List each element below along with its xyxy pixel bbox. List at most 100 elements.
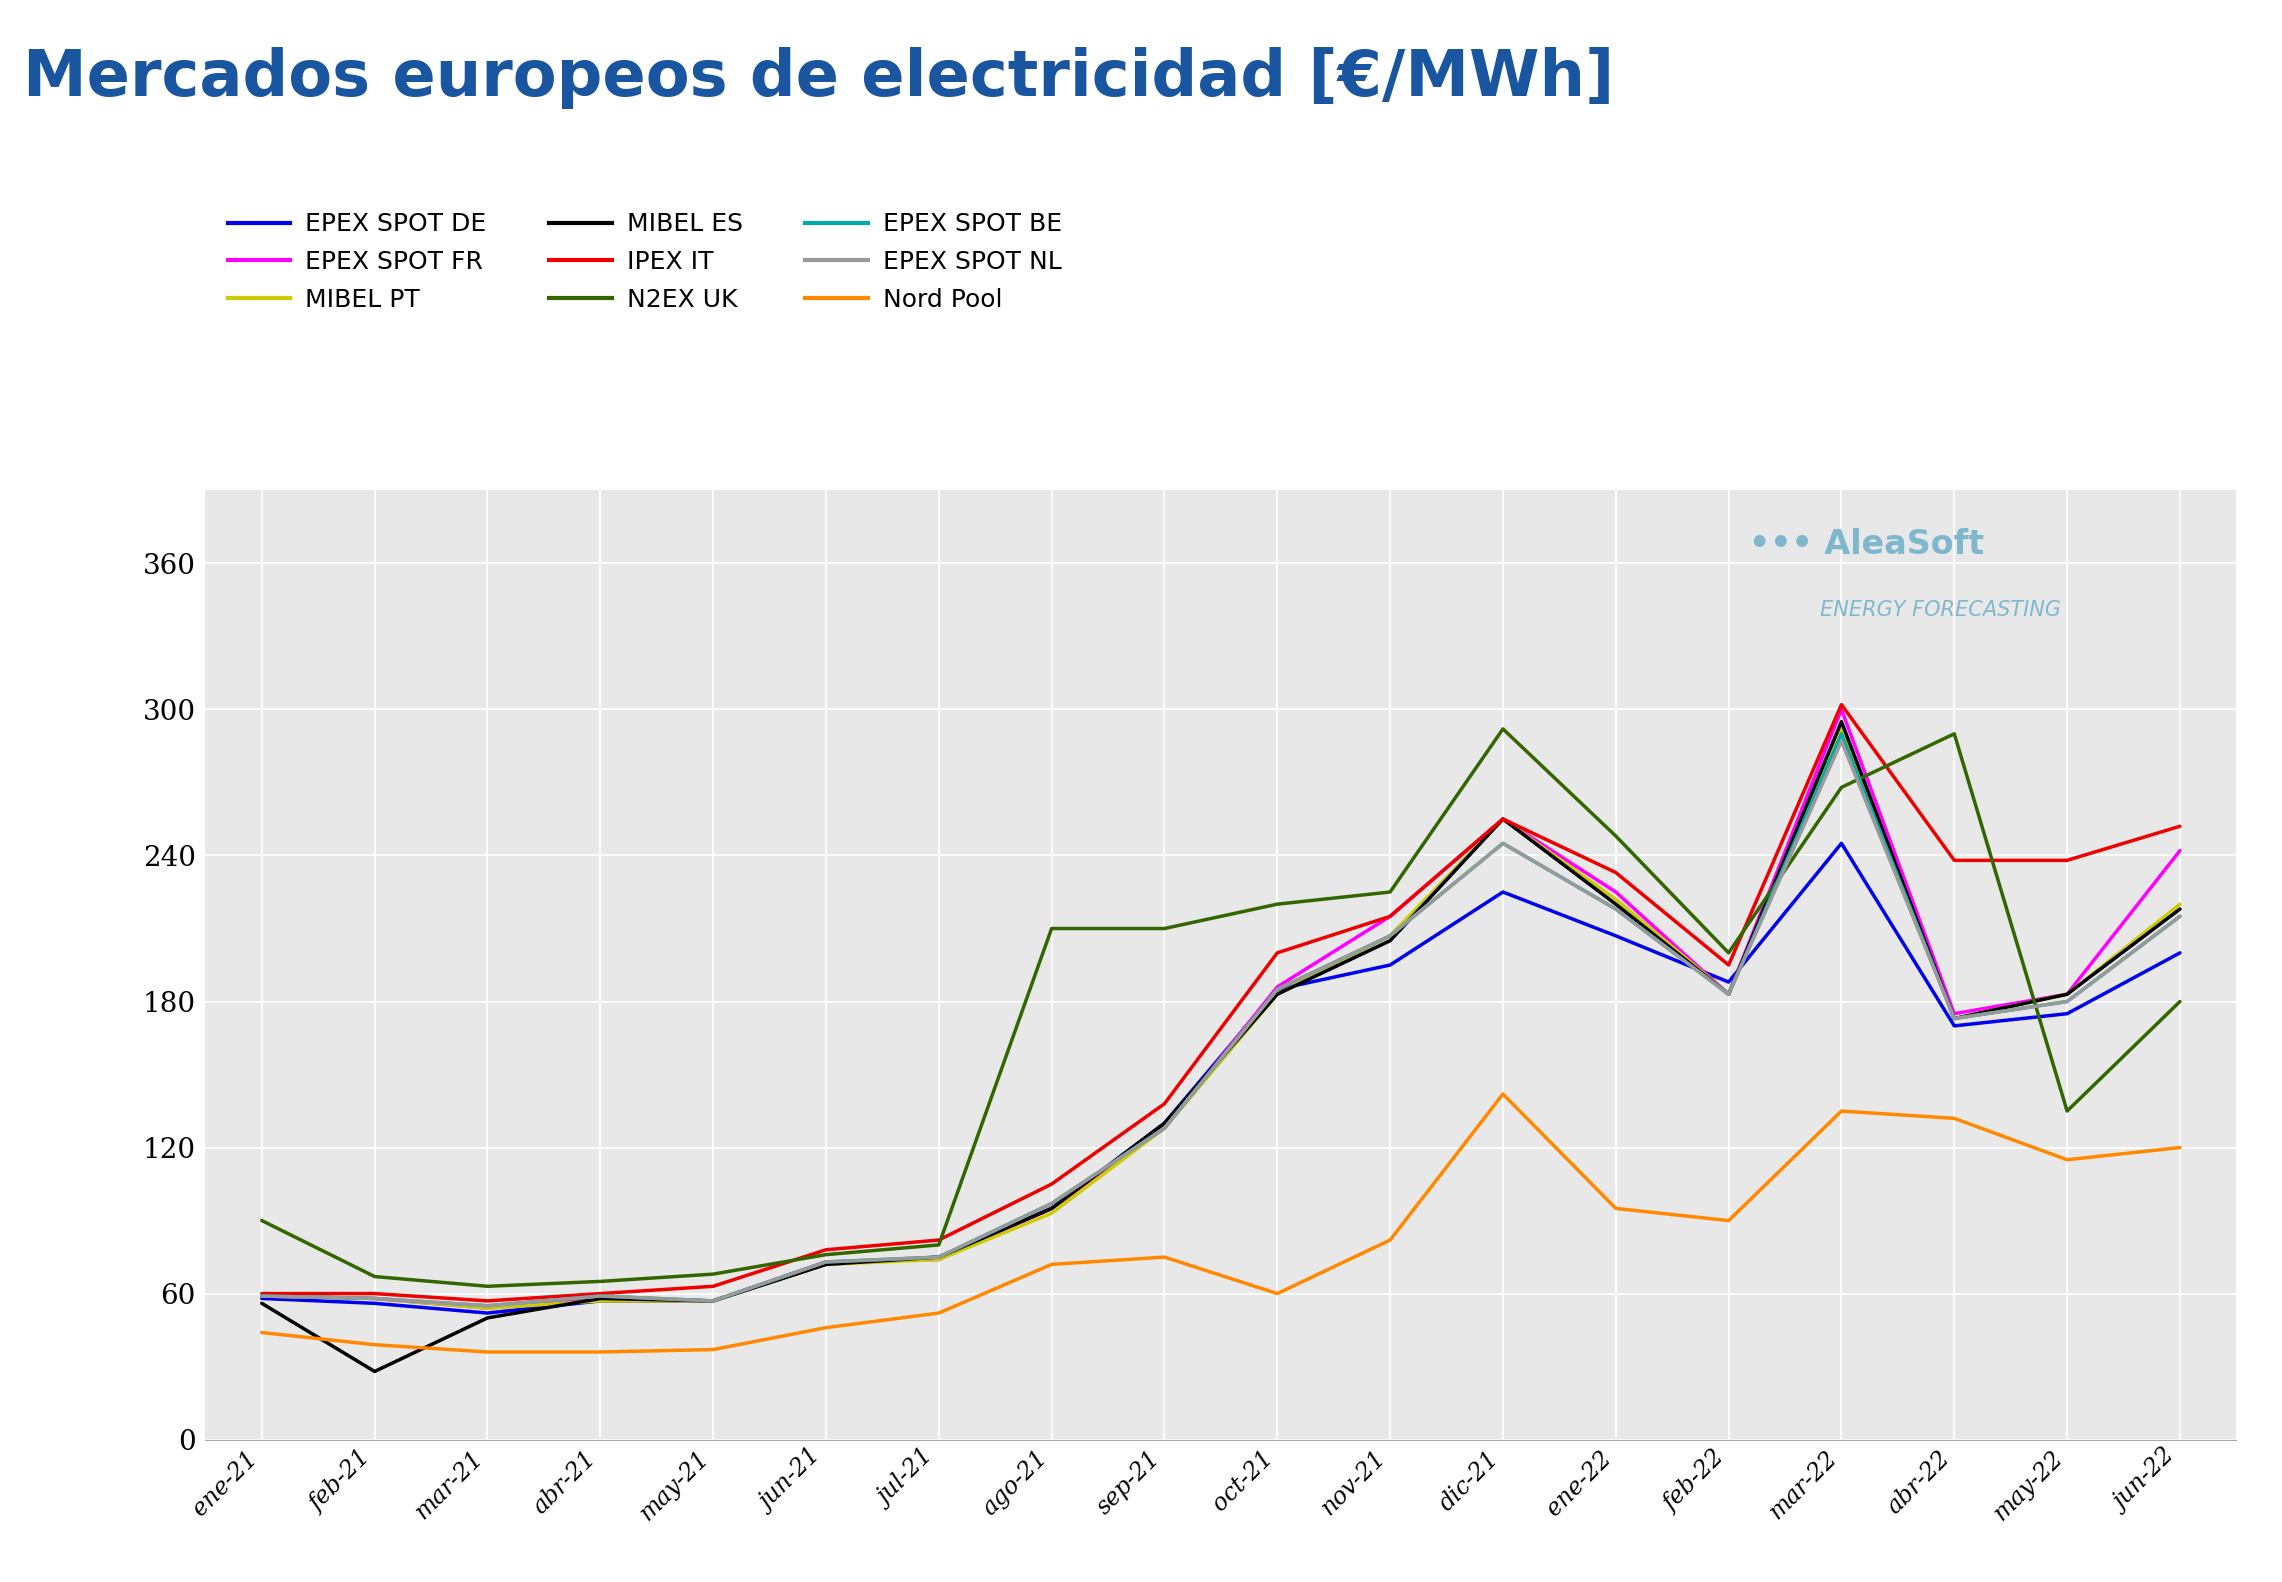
MIBEL PT [2054, 984, 2081, 1003]
EPEX SPOT FR [2054, 984, 2081, 1003]
MIBEL ES [812, 1255, 840, 1274]
MIBEL ES [1038, 1199, 1066, 1218]
N2EX UK [1490, 720, 1518, 739]
EPEX SPOT FR [812, 1253, 840, 1272]
Nord Pool [249, 1323, 276, 1342]
EPEX SPOT BE [1602, 900, 1629, 919]
N2EX UK [475, 1277, 502, 1296]
Nord Pool [2166, 1137, 2193, 1156]
Nord Pool [361, 1335, 388, 1354]
IPEX IT [2054, 851, 2081, 870]
MIBEL ES [1490, 810, 1518, 829]
IPEX IT [361, 1285, 388, 1304]
MIBEL PT [1716, 984, 1743, 1003]
EPEX SPOT NL [1038, 1194, 1066, 1213]
MIBEL PT [2166, 895, 2193, 914]
MIBEL PT [1376, 927, 1403, 946]
IPEX IT [2166, 816, 2193, 835]
Line: EPEX SPOT DE: EPEX SPOT DE [262, 843, 2179, 1313]
Nord Pool [2054, 1150, 2081, 1169]
Text: ••• AleaSoft: ••• AleaSoft [1748, 528, 1983, 562]
EPEX SPOT DE [924, 1248, 952, 1267]
EPEX SPOT BE [1490, 834, 1518, 853]
MIBEL PT [361, 1289, 388, 1308]
N2EX UK [1602, 826, 1629, 845]
EPEX SPOT DE [1038, 1199, 1066, 1218]
MIBEL PT [1264, 984, 1292, 1003]
EPEX SPOT BE [1038, 1194, 1066, 1213]
MIBEL ES [1602, 895, 1629, 914]
EPEX SPOT DE [1264, 979, 1292, 998]
IPEX IT [586, 1285, 614, 1304]
Nord Pool [586, 1343, 614, 1362]
IPEX IT [1940, 851, 1967, 870]
EPEX SPOT DE [361, 1294, 388, 1313]
EPEX SPOT NL [1150, 1118, 1178, 1137]
EPEX SPOT NL [1716, 984, 1743, 1003]
MIBEL ES [2166, 900, 2193, 919]
EPEX SPOT DE [1828, 834, 1855, 853]
EPEX SPOT DE [1150, 1114, 1178, 1133]
EPEX SPOT NL [2054, 992, 2081, 1011]
Nord Pool [475, 1343, 502, 1362]
IPEX IT [924, 1231, 952, 1250]
N2EX UK [586, 1272, 614, 1291]
N2EX UK [1828, 778, 1855, 797]
EPEX SPOT NL [698, 1291, 726, 1310]
MIBEL PT [698, 1291, 726, 1310]
EPEX SPOT BE [1376, 927, 1403, 946]
Nord Pool [698, 1340, 726, 1359]
MIBEL ES [1264, 984, 1292, 1003]
IPEX IT [1264, 943, 1292, 962]
EPEX SPOT DE [1602, 927, 1629, 946]
Text: ENERGY FORECASTING: ENERGY FORECASTING [1821, 600, 2061, 620]
MIBEL PT [475, 1299, 502, 1318]
Line: N2EX UK: N2EX UK [262, 729, 2179, 1286]
MIBEL PT [924, 1250, 952, 1269]
EPEX SPOT NL [1490, 834, 1518, 853]
EPEX SPOT BE [1828, 725, 1855, 744]
N2EX UK [924, 1236, 952, 1255]
EPEX SPOT DE [1940, 1016, 1967, 1035]
EPEX SPOT DE [249, 1289, 276, 1308]
EPEX SPOT DE [1490, 883, 1518, 902]
N2EX UK [1264, 895, 1292, 914]
N2EX UK [1150, 919, 1178, 938]
EPEX SPOT BE [1264, 979, 1292, 998]
MIBEL ES [1716, 984, 1743, 1003]
EPEX SPOT FR [1264, 978, 1292, 997]
MIBEL ES [1376, 932, 1403, 951]
EPEX SPOT DE [812, 1255, 840, 1274]
IPEX IT [475, 1291, 502, 1310]
EPEX SPOT FR [1490, 810, 1518, 829]
MIBEL PT [1150, 1118, 1178, 1137]
IPEX IT [1602, 864, 1629, 883]
EPEX SPOT NL [924, 1248, 952, 1267]
IPEX IT [249, 1285, 276, 1304]
Line: EPEX SPOT NL: EPEX SPOT NL [262, 740, 2179, 1305]
EPEX SPOT FR [1602, 883, 1629, 902]
IPEX IT [1716, 956, 1743, 975]
MIBEL ES [1150, 1114, 1178, 1133]
EPEX SPOT FR [1940, 1005, 1967, 1024]
EPEX SPOT FR [698, 1291, 726, 1310]
MIBEL ES [698, 1291, 726, 1310]
Line: EPEX SPOT FR: EPEX SPOT FR [262, 709, 2179, 1308]
Line: Nord Pool: Nord Pool [262, 1095, 2179, 1353]
Legend: EPEX SPOT DE, EPEX SPOT FR, MIBEL PT, MIBEL ES, IPEX IT, N2EX UK, EPEX SPOT BE, : EPEX SPOT DE, EPEX SPOT FR, MIBEL PT, MI… [217, 202, 1073, 321]
EPEX SPOT NL [1602, 900, 1629, 919]
N2EX UK [1376, 883, 1403, 902]
EPEX SPOT NL [361, 1289, 388, 1308]
Nord Pool [1716, 1212, 1743, 1231]
Nord Pool [1038, 1255, 1066, 1274]
N2EX UK [249, 1212, 276, 1231]
IPEX IT [1828, 694, 1855, 713]
IPEX IT [812, 1240, 840, 1259]
EPEX SPOT NL [1376, 927, 1403, 946]
EPEX SPOT FR [2166, 842, 2193, 861]
EPEX SPOT FR [1376, 906, 1403, 925]
EPEX SPOT DE [2166, 943, 2193, 962]
EPEX SPOT BE [2166, 906, 2193, 925]
Nord Pool [1940, 1109, 1967, 1128]
IPEX IT [1490, 810, 1518, 829]
